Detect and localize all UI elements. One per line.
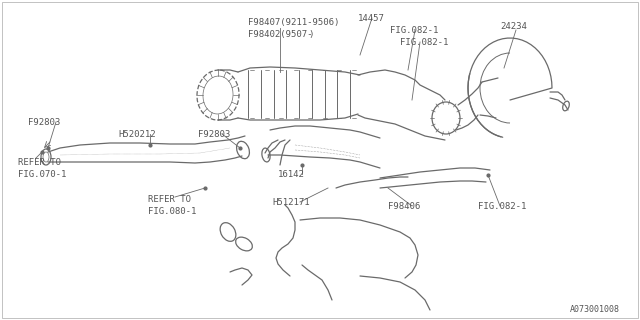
Text: 14457: 14457 — [358, 14, 385, 23]
Text: FIG.082-1: FIG.082-1 — [390, 26, 438, 35]
Text: F92803: F92803 — [198, 130, 230, 139]
Text: F98402(9507-: F98402(9507- — [248, 30, 312, 39]
Text: H520212: H520212 — [118, 130, 156, 139]
Text: FIG.082-1: FIG.082-1 — [400, 38, 449, 47]
Text: FIG.070-1: FIG.070-1 — [18, 170, 67, 179]
Text: F98407(9211-9506): F98407(9211-9506) — [248, 18, 339, 27]
Text: F92803: F92803 — [28, 118, 60, 127]
Text: FIG.080-1: FIG.080-1 — [148, 207, 196, 216]
Text: 24234: 24234 — [500, 22, 527, 31]
Text: REFER TO: REFER TO — [18, 158, 61, 167]
Text: A073001008: A073001008 — [570, 305, 620, 314]
Text: FIG.082-1: FIG.082-1 — [478, 202, 526, 211]
Text: 16142: 16142 — [278, 170, 305, 179]
Text: F98406: F98406 — [388, 202, 420, 211]
Text: ): ) — [308, 30, 314, 39]
Text: H512171: H512171 — [272, 198, 310, 207]
Text: REFER TO: REFER TO — [148, 195, 191, 204]
